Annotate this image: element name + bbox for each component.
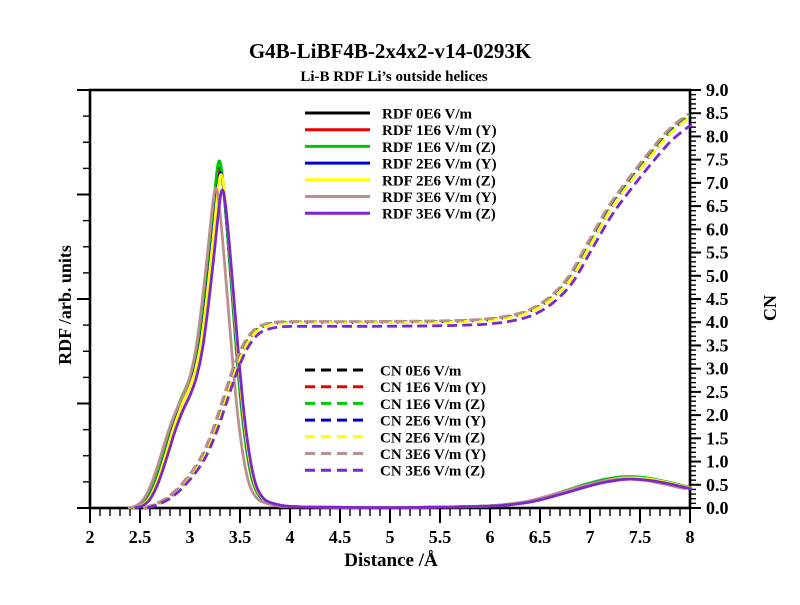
y-right-tick-label: 3.0 <box>706 359 729 379</box>
x-tick-label: 2.5 <box>129 527 152 547</box>
y-right-tick-label: 2.0 <box>706 405 729 425</box>
y-right-tick-label: 1.5 <box>706 428 729 448</box>
y-right-tick-label: 6.0 <box>706 219 729 239</box>
y-right-tick-label: 7.5 <box>706 150 729 170</box>
y-right-tick-label: 5.5 <box>706 243 729 263</box>
x-tick-label: 7 <box>586 527 595 547</box>
chart-subtitle: Li-B RDF Li’s outside helices <box>300 69 487 85</box>
x-tick-label: 3 <box>186 527 195 547</box>
legend-label-rdf-1e6-v-m-z: RDF 1E6 V/m (Z) <box>382 140 496 156</box>
y-right-tick-label: 9.0 <box>706 80 729 100</box>
x-tick-label: 8 <box>686 527 695 547</box>
legend-label-rdf-2e6-v-m-z: RDF 2E6 V/m (Z) <box>382 173 496 189</box>
y-right-tick-label: 5.0 <box>706 266 729 286</box>
x-tick-label: 4 <box>286 527 295 547</box>
y-right-tick-label: 4.5 <box>706 289 729 309</box>
x-tick-label: 5 <box>386 527 395 547</box>
y-right-tick-label: 0.5 <box>706 475 729 495</box>
legend-label-cn-3e6-v-m-y: CN 3E6 V/m (Y) <box>380 447 486 463</box>
y-right-tick-label: 8.0 <box>706 126 729 146</box>
legend-label-cn-1e6-v-m-z: CN 1E6 V/m (Z) <box>380 397 485 413</box>
x-tick-label: 7.5 <box>629 527 652 547</box>
y-right-tick-label: 2.5 <box>706 382 729 402</box>
data-curves <box>127 112 692 510</box>
legend-label-cn-2e6-v-m-z: CN 2E6 V/m (Z) <box>380 430 485 446</box>
series-rdf-3e6-v-m-z <box>134 188 692 510</box>
legend-label-rdf-3e6-v-m-z: RDF 3E6 V/m (Z) <box>382 207 496 223</box>
x-tick-label: 5.5 <box>429 527 452 547</box>
x-tick-label: 2 <box>86 527 95 547</box>
cn-legend: CN 0E6 V/mCN 1E6 V/m (Y)CN 1E6 V/m (Z)CN… <box>305 364 486 480</box>
right-y-axis-label: CN <box>760 295 780 321</box>
chart-title: G4B-LiBF4B-2x4x2-v14-0293K <box>249 39 532 63</box>
legend-label-rdf-0e6-v-m: RDF 0E6 V/m <box>382 107 473 123</box>
series-cn-3e6-v-m-y <box>142 112 689 510</box>
legend-label-rdf-1e6-v-m-y: RDF 1E6 V/m (Y) <box>382 123 497 139</box>
y-right-tick-label: 7.0 <box>706 173 729 193</box>
left-y-axis-label: RDF /arb. units <box>55 245 75 365</box>
y-right-tick-label: 3.5 <box>706 335 729 355</box>
legend-label-cn-2e6-v-m-y: CN 2E6 V/m (Y) <box>380 414 486 430</box>
legend-label-cn-1e6-v-m-y: CN 1E6 V/m (Y) <box>380 380 486 396</box>
legend-label-cn-0e6-v-m: CN 0E6 V/m <box>380 364 462 380</box>
x-tick-label: 6.5 <box>529 527 552 547</box>
series-cn-3e6-v-m-z <box>146 123 692 510</box>
x-tick-label: 6 <box>486 527 495 547</box>
y-right-tick-label: 6.5 <box>706 196 729 216</box>
x-tick-label: 3.5 <box>229 527 252 547</box>
legend-label-rdf-3e6-v-m-y: RDF 3E6 V/m (Y) <box>382 190 497 206</box>
x-axis-label: Distance /Å <box>344 550 438 571</box>
legend-label-rdf-2e6-v-m-y: RDF 2E6 V/m (Y) <box>382 157 497 173</box>
y-right-tick-label: 0.0 <box>706 498 729 518</box>
legend-label-cn-3e6-v-m-z: CN 3E6 V/m (Z) <box>380 464 485 480</box>
axis-tick-labels: 2 2.5 3 3.5 4 4.5 5 5.5 6 6.5 7 7.5 8 0.0 0.5 1.0 1.5 2.0… <box>86 80 729 547</box>
series-rdf-3e6-v-m-y <box>127 187 687 510</box>
y-right-tick-label: 1.0 <box>706 452 729 472</box>
y-right-tick-label: 8.5 <box>706 103 729 123</box>
y-right-tick-label: 4.0 <box>706 312 729 332</box>
x-tick-label: 4.5 <box>329 527 352 547</box>
